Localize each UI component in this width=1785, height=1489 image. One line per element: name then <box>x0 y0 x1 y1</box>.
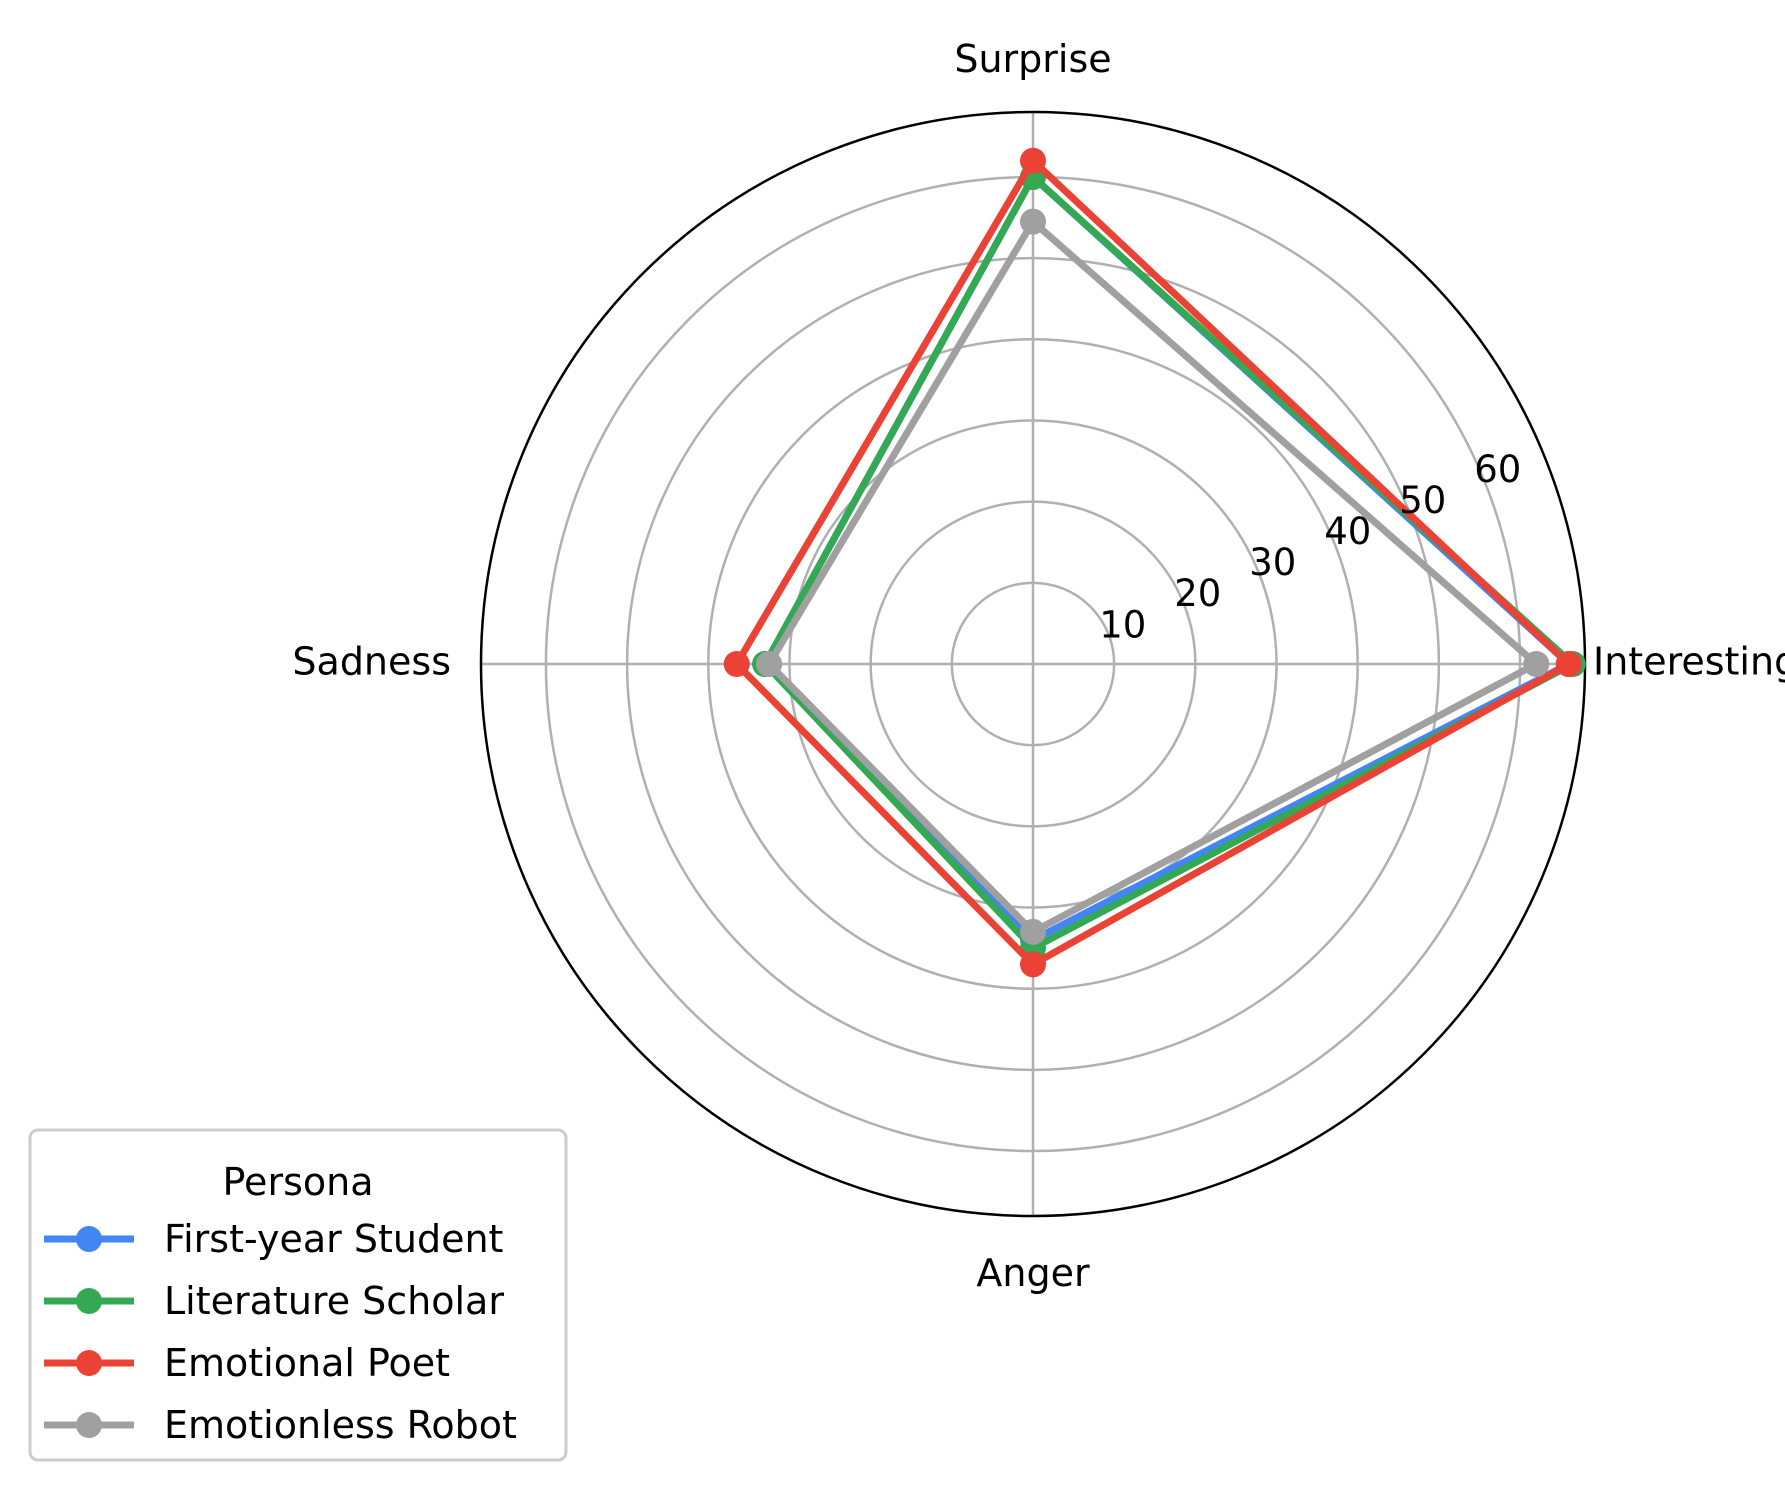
series-line-first-year-student <box>761 173 1573 944</box>
series-emotionless-robot <box>756 208 1550 945</box>
grid-layer <box>479 110 1587 1218</box>
r-tick-label-10: 10 <box>1099 603 1146 646</box>
legend-label: Emotional Poet <box>164 1341 450 1385</box>
point-emotional-poet-anger <box>1020 951 1046 978</box>
r-tick-label-20: 20 <box>1174 572 1221 615</box>
point-emotional-poet-interesting <box>1555 651 1582 677</box>
point-emotionless-robot-anger <box>1020 918 1046 945</box>
axis-label-interesting: Interesting <box>1593 640 1785 684</box>
legend-label: Emotionless Robot <box>164 1403 517 1447</box>
point-emotionless-robot-surprise <box>1020 208 1046 235</box>
axis-label-surprise: Surprise <box>954 37 1111 81</box>
r-tick-label-40: 40 <box>1324 510 1371 553</box>
point-emotionless-robot-interesting <box>1523 651 1550 677</box>
r-tick-label-50: 50 <box>1399 479 1446 522</box>
legend-label: First-year Student <box>164 1217 503 1261</box>
point-emotional-poet-surprise <box>1020 147 1046 174</box>
legend-swatch-marker <box>76 1350 102 1376</box>
legend-item-emotional-poet: Emotional Poet <box>44 1341 450 1385</box>
r-tick-label-30: 30 <box>1249 541 1296 584</box>
legend-label: Literature Scholar <box>164 1279 504 1323</box>
legend-item-first-year-student: First-year Student <box>44 1217 503 1261</box>
legend-swatch-marker <box>76 1288 102 1314</box>
point-emotional-poet-sadness <box>723 651 750 677</box>
r-tick-label-60: 60 <box>1474 448 1521 491</box>
legend-title: Persona <box>223 1160 374 1204</box>
legend-swatch-marker <box>76 1412 102 1438</box>
series-emotional-poet <box>723 147 1582 978</box>
legend-swatch-marker <box>76 1226 102 1252</box>
series-line-emotionless-robot <box>765 218 1540 936</box>
axis-label-anger: Anger <box>976 1251 1090 1295</box>
legend-item-emotionless-robot: Emotionless Robot <box>44 1403 517 1447</box>
series-layer <box>723 147 1586 978</box>
legend-item-literature-scholar: Literature Scholar <box>44 1279 504 1323</box>
legend: Persona First-year Student Literature Scho… <box>28 1128 568 1462</box>
point-emotionless-robot-sadness <box>756 651 783 677</box>
label-layer: 10 20 30 40 50 60 Interesting Surprise Sadness An… <box>292 37 1785 1295</box>
legend-box <box>28 1128 568 1462</box>
axis-label-sadness: Sadness <box>292 640 451 684</box>
